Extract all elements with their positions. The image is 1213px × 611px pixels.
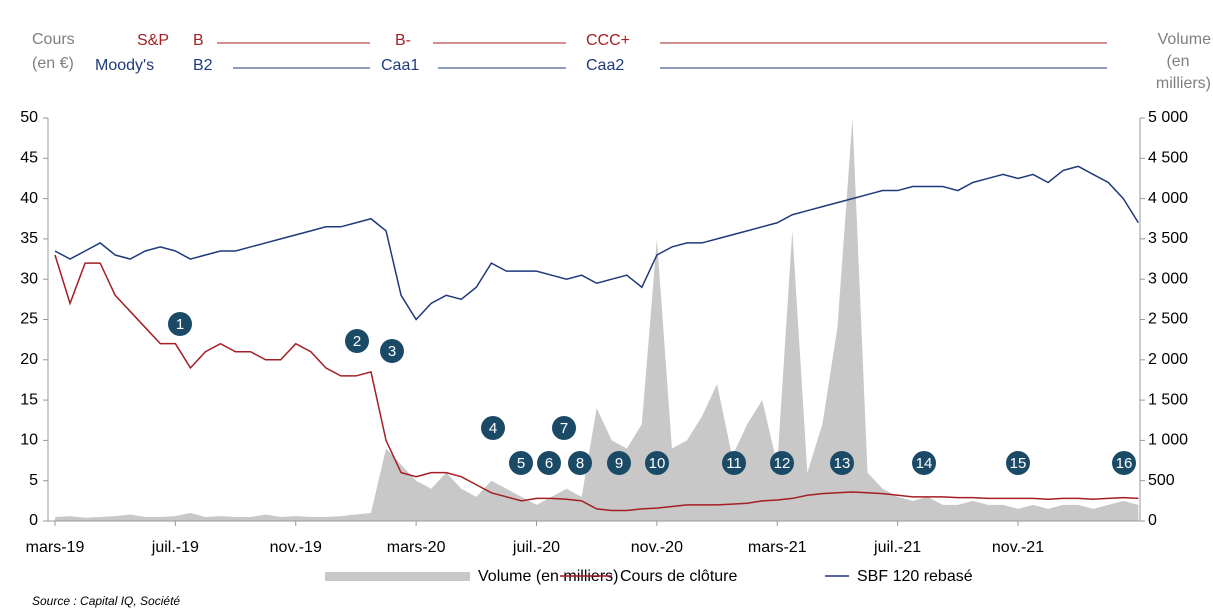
y2-label: Volume — [1158, 31, 1211, 48]
x-tick-label: mars-20 — [387, 539, 446, 556]
y2-label: milliers) — [1156, 75, 1211, 92]
y2-tick-label: 1 500 — [1148, 391, 1188, 408]
y-label: Cours — [32, 31, 75, 48]
moodys-rating: Caa2 — [586, 57, 624, 74]
event-label: 2 — [353, 333, 361, 350]
y-tick-label: 30 — [20, 270, 38, 287]
event-label: 12 — [774, 455, 791, 472]
y2-tick-label: 2 500 — [1148, 311, 1188, 328]
series-line — [54, 165, 1140, 321]
event-label: 8 — [576, 455, 584, 472]
event-label: 15 — [1010, 455, 1027, 472]
event-label: 10 — [649, 455, 666, 472]
x-tick-label: juil.-20 — [512, 539, 560, 556]
event-marker — [770, 451, 794, 475]
y-tick-label: 50 — [20, 109, 38, 126]
event-label: 3 — [388, 343, 396, 360]
y-tick-label: 0 — [29, 512, 38, 529]
x-tick-label: mars-19 — [26, 539, 85, 556]
sp-rating: CCC+ — [586, 32, 630, 49]
event-label: 14 — [916, 455, 933, 472]
y-tick-label: 45 — [20, 150, 38, 167]
sp-label: S&P — [137, 32, 169, 49]
y2-tick-label: 3 000 — [1148, 270, 1188, 287]
legend-swatch — [325, 572, 470, 581]
event-marker — [537, 451, 561, 475]
event-label: 6 — [545, 455, 553, 472]
moodys-rating: Caa1 — [381, 57, 419, 74]
x-tick-label: nov.-21 — [992, 539, 1044, 556]
event-marker — [509, 451, 533, 475]
y-tick-label: 40 — [20, 190, 38, 207]
event-label: 5 — [517, 455, 525, 472]
y2-tick-label: 2 000 — [1148, 351, 1188, 368]
event-marker — [645, 451, 669, 475]
y2-tick-label: 4 500 — [1148, 150, 1188, 167]
moodys-label: Moody's — [95, 57, 154, 74]
y2-tick-label: 500 — [1148, 472, 1175, 489]
x-tick-label: juil.-19 — [151, 539, 199, 556]
event-marker — [1006, 451, 1030, 475]
y-tick-label: 35 — [20, 230, 38, 247]
sp-rating: B- — [395, 32, 411, 49]
y-label: (en €) — [32, 55, 74, 72]
event-label: 11 — [726, 455, 742, 472]
event-marker — [830, 451, 854, 475]
event-marker — [722, 451, 746, 475]
event-label: 1 — [176, 316, 184, 333]
y-tick-label: 25 — [20, 311, 38, 328]
legend-label: SBF 120 rebasé — [857, 568, 973, 585]
y-tick-label: 20 — [20, 351, 38, 368]
event-marker — [345, 329, 369, 353]
legend-label: Cours de clôture — [620, 568, 737, 585]
event-marker — [607, 451, 631, 475]
y2-tick-label: 1 000 — [1148, 432, 1188, 449]
x-tick-label: nov.-19 — [270, 539, 322, 556]
volume-area — [55, 118, 1139, 521]
event-marker — [552, 416, 576, 440]
y-tick-label: 10 — [20, 432, 38, 449]
sp-rating: B — [193, 32, 204, 49]
plot — [54, 118, 1140, 521]
event-marker — [1112, 451, 1136, 475]
moodys-rating: B2 — [193, 57, 213, 74]
y2-tick-label: 0 — [1148, 512, 1157, 529]
event-marker — [168, 312, 192, 336]
event-label: 4 — [489, 420, 497, 437]
source: Source : Capital IQ, Société — [32, 594, 180, 608]
y-tick-label: 15 — [20, 391, 38, 408]
event-marker — [912, 451, 936, 475]
event-label: 9 — [615, 455, 623, 472]
legend-label: Volume (en milliers) — [478, 568, 618, 585]
x-tick-label: juil.-21 — [873, 539, 921, 556]
series-line — [54, 254, 1139, 512]
y2-tick-label: 5 000 — [1148, 109, 1188, 126]
y-tick-label: 5 — [29, 472, 38, 489]
y2-tick-label: 3 500 — [1148, 230, 1188, 247]
event-label: 7 — [560, 420, 568, 437]
y2-tick-label: 4 000 — [1148, 190, 1188, 207]
event-marker — [481, 416, 505, 440]
y2-label: (en — [1166, 53, 1189, 70]
event-marker — [568, 451, 592, 475]
event-label: 13 — [834, 455, 851, 472]
event-label: 16 — [1116, 455, 1133, 472]
x-tick-label: mars-21 — [748, 539, 807, 556]
event-marker — [380, 339, 404, 363]
x-tick-label: nov.-20 — [631, 539, 683, 556]
